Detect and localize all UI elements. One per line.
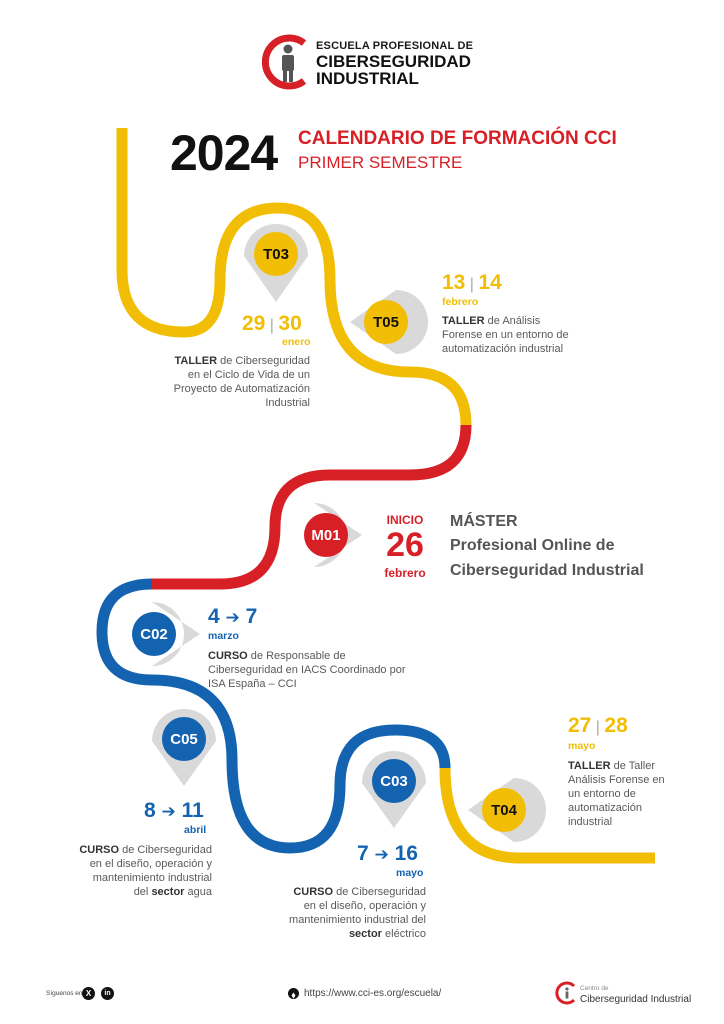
pin-c03[interactable]: C03 <box>362 751 426 828</box>
t04-month: mayo <box>568 740 596 752</box>
c02-date: 4 ➔ 7 <box>208 606 257 629</box>
globe-icon <box>288 988 299 999</box>
c03-text: de Ciberseguridad en el diseño, operació… <box>289 886 426 926</box>
pin-m01-label: M01 <box>311 527 340 544</box>
c02-end-day: 7 <box>245 605 258 628</box>
t05-text: de Análisis Forense en un entorno de aut… <box>442 315 569 355</box>
m01-line2: Profesional Online de <box>450 537 615 554</box>
m01-day: 26 <box>386 526 424 564</box>
m01-line3: Ciberseguridad Industrial <box>450 562 644 579</box>
c02-text: de Responsable de Ciberseguridad en IACS… <box>208 650 406 690</box>
centro-logo-mark <box>555 981 576 1005</box>
pin-c05[interactable]: C05 <box>152 709 216 786</box>
c03-month: mayo <box>396 867 424 879</box>
m01-start-label: INICIO <box>386 513 424 527</box>
t03-date-separator: | <box>265 317 279 334</box>
c02-arrow-icon: ➔ <box>225 608 240 627</box>
t03-kind: TALLER <box>174 355 218 367</box>
t04-description: TALLER de Taller Análisis Forense en un … <box>568 759 668 829</box>
pin-t05-label: T05 <box>373 314 399 331</box>
brand-line3: INDUSTRIAL <box>316 69 419 88</box>
t03-date: 29 | 30 <box>242 313 302 337</box>
c05-kind: CURSO <box>79 844 120 856</box>
centro-line1: Centro de <box>580 985 609 992</box>
t04-text: de Taller Análisis Forense en un entorno… <box>568 760 665 828</box>
linkedin-icon[interactable]: in <box>101 987 114 1000</box>
c05-description: CURSO de Ciberseguridad en el diseño, op… <box>76 843 212 899</box>
c05-date: 8 ➔ 11 <box>144 800 204 823</box>
calendar-title: CALENDARIO DE FORMACIÓN CCI <box>298 128 617 149</box>
t03-text: de Ciberseguridad en el Ciclo de Vida de… <box>173 355 310 409</box>
brand-logo-mark <box>261 34 307 90</box>
pin-t04[interactable]: T04 <box>468 778 546 842</box>
pin-t04-label: T04 <box>491 802 518 819</box>
c02-kind: CURSO <box>208 650 248 662</box>
c05-sector: sector <box>151 886 185 898</box>
c05-arrow-icon: ➔ <box>161 802 176 821</box>
c05-end-day: 11 <box>181 799 204 822</box>
t05-month: febrero <box>442 296 479 308</box>
t03-start-day: 29 <box>242 312 266 335</box>
centro-line2: Ciberseguridad Industrial <box>580 994 692 1005</box>
t05-end-day: 14 <box>478 271 502 294</box>
t05-date: 13 | 14 <box>442 272 502 296</box>
pin-t03-label: T03 <box>263 246 289 263</box>
calendar-subtitle: PRIMER SEMESTRE <box>298 153 463 172</box>
m01-month: febrero <box>384 566 426 580</box>
c02-description: CURSO de Responsable de Ciberseguridad e… <box>208 649 418 691</box>
c03-kind: CURSO <box>293 886 334 898</box>
year-title: 2024 <box>170 125 278 181</box>
pin-t03[interactable]: T03 <box>244 224 308 302</box>
pin-m01[interactable]: M01 <box>304 503 362 567</box>
x-icon[interactable]: X <box>82 987 95 1000</box>
c05-start-day: 8 <box>144 799 156 822</box>
t04-date-separator: | <box>591 719 605 736</box>
c03-description: CURSO de Ciberseguridad en el diseño, op… <box>288 885 426 941</box>
website-link[interactable]: https://www.cci-es.org/escuela/ <box>304 988 442 999</box>
globe-icon-glyph <box>291 992 296 999</box>
c03-tail: eléctrico <box>381 928 426 940</box>
t03-month: enero <box>282 336 311 348</box>
c03-start-day: 7 <box>357 842 369 865</box>
t05-description: TALLER de Análisis Forense en un entorno… <box>442 314 572 356</box>
c02-start-day: 4 <box>208 605 220 628</box>
t04-kind: TALLER <box>568 760 611 772</box>
brand-line1: ESCUELA PROFESIONAL DE <box>316 40 474 52</box>
pin-c02-label: C02 <box>140 626 168 643</box>
t04-end-day: 28 <box>604 714 628 737</box>
c05-month: abril <box>184 824 207 836</box>
brand-logo <box>261 34 312 90</box>
t05-kind: TALLER <box>442 315 485 327</box>
c03-date: 7 ➔ 16 <box>357 843 418 866</box>
t05-start-day: 13 <box>442 271 466 294</box>
centro-logo-icon <box>554 981 578 1005</box>
t04-date: 27 | 28 <box>568 715 628 739</box>
c03-arrow-icon: ➔ <box>374 845 389 864</box>
t04-start-day: 27 <box>568 714 592 737</box>
c03-sector: sector <box>348 928 382 940</box>
m01-line1: MÁSTER <box>450 513 518 530</box>
pin-c05-label: C05 <box>170 731 198 748</box>
c05-tail: agua <box>184 886 212 898</box>
t03-end-day: 30 <box>278 312 302 335</box>
follow-label: Síguenos en: <box>46 990 85 997</box>
pin-c03-label: C03 <box>380 773 408 790</box>
c02-month: marzo <box>208 630 239 642</box>
brand-line2: CIBERSEGURIDAD <box>316 52 471 71</box>
c03-end-day: 16 <box>394 842 418 865</box>
t03-description: TALLER de Ciberseguridad en el Ciclo de … <box>170 354 310 410</box>
c05-text: de Ciberseguridad en el diseño, operació… <box>89 844 212 898</box>
t05-date-separator: | <box>465 276 479 293</box>
pin-t05[interactable]: T05 <box>350 290 428 354</box>
pin-c02[interactable]: C02 <box>132 602 200 666</box>
